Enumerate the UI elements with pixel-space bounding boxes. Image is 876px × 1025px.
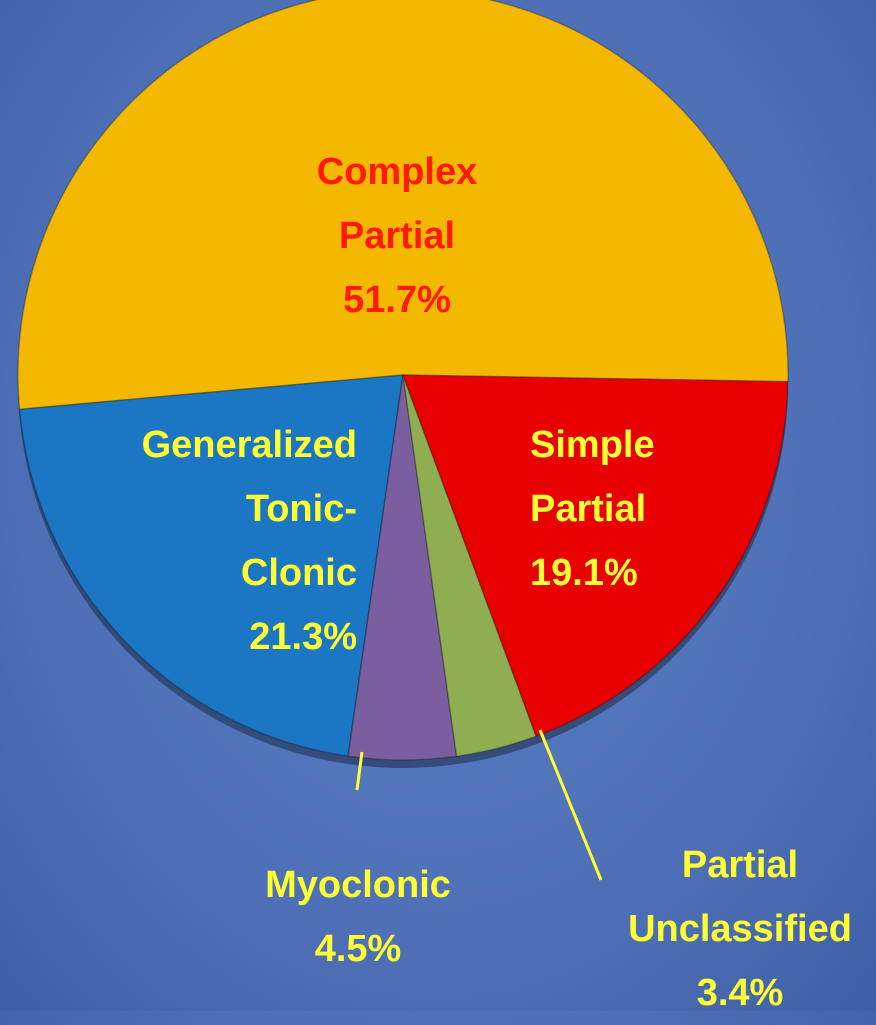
slice-label: Partial Unclassified 3.4% — [605, 833, 875, 1025]
value-label: 21.3% — [249, 616, 357, 658]
slice-label: Simple Partial 19.1% — [530, 413, 830, 605]
leader-line — [538, 729, 603, 881]
slice — [17, 0, 789, 411]
value-label: 3.4% — [696, 972, 784, 1014]
slice — [401, 374, 789, 738]
category-label: Generalized Tonic-Clonic — [141, 424, 357, 594]
category-label: Simple Partial — [530, 424, 655, 530]
value-label: 19.1% — [530, 552, 638, 594]
slice-label: Generalized Tonic-Clonic 21.3% — [57, 413, 357, 669]
value-label: 4.5% — [314, 928, 402, 970]
leader-line — [355, 751, 364, 791]
slice — [18, 374, 404, 757]
value-label: 51.7% — [343, 279, 451, 321]
slice-label: Myoclonic 4.5% — [208, 853, 508, 981]
category-label: Myoclonic — [265, 864, 451, 906]
slice — [402, 374, 538, 758]
slice-label: Complex Partial 51.7% — [247, 140, 547, 332]
slice — [347, 374, 458, 761]
category-label: Complex Partial — [316, 151, 478, 257]
category-label: Partial Unclassified — [628, 844, 852, 950]
